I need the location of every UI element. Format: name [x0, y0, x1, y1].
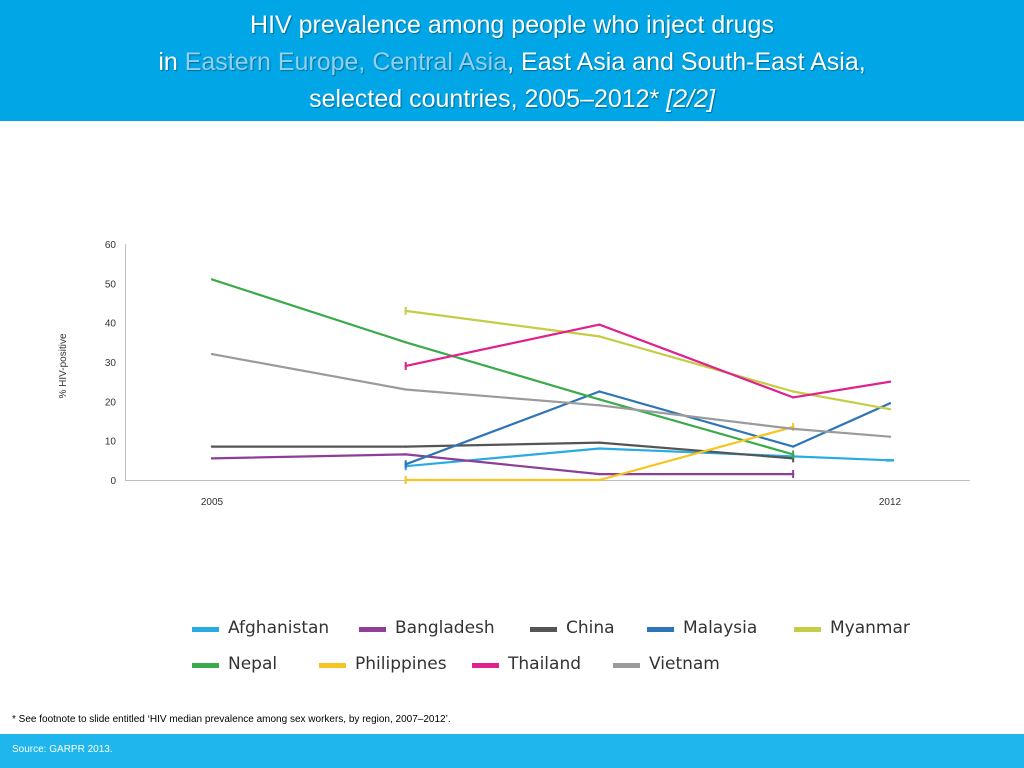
y-axis-label: % HIV-positive: [58, 333, 69, 398]
y-tick-label: 30: [105, 358, 117, 369]
data-point-china: [598, 441, 601, 444]
data-point-vietnam: [791, 427, 795, 431]
legend-label: China: [566, 618, 615, 638]
y-tick-label: 0: [110, 476, 116, 487]
legend-label: Malaysia: [683, 618, 758, 638]
data-point-thailand: [598, 323, 601, 326]
data-point-vietnam: [598, 404, 601, 407]
data-point-myanmar: [598, 335, 601, 338]
data-point-vietnam: [210, 352, 214, 356]
data-point-bangladesh: [598, 472, 601, 476]
data-point-china: [404, 445, 407, 448]
legend-swatch: [530, 627, 557, 632]
legend-label: Vietnam: [649, 654, 720, 674]
line-chart: 0 10 20 30 40 50 60 2005 2012 % HIV-positive: [58, 240, 970, 508]
legend-label: Nepal: [228, 654, 278, 674]
title-line-3-text: selected countries, 2005–2012*: [309, 85, 660, 113]
title-suffix: , East Asia and South-East Asia,: [507, 48, 866, 76]
data-point-bangladesh: [404, 453, 407, 456]
data-point-malaysia: [888, 402, 892, 405]
y-tick-label: 20: [105, 397, 117, 408]
data-point-china: [210, 445, 214, 448]
data-point-malaysia: [791, 445, 795, 448]
legend-label: Afghanistan: [228, 618, 330, 638]
data-point-myanmar: [888, 408, 892, 411]
data-point-nepal: [210, 278, 214, 281]
x-tick-label: 2012: [879, 497, 902, 508]
y-tick-label: 40: [105, 319, 117, 330]
legend-label: Myanmar: [830, 618, 910, 638]
data-point-thailand: [791, 396, 795, 399]
data-point-vietnam: [888, 435, 892, 438]
data-point-nepal: [404, 341, 407, 344]
legend-swatch: [472, 663, 499, 668]
series-line-nepal: [211, 278, 794, 456]
legend-swatch: [613, 663, 640, 668]
legend-swatch: [359, 627, 386, 632]
series-line-afghanistan: [405, 447, 891, 468]
x-tick-label: 2005: [201, 497, 224, 508]
slide-page-tag: [2/2]: [666, 85, 715, 113]
data-point-vietnam: [404, 388, 407, 391]
series-line-china: [212, 441, 794, 460]
series-line-myanmar: [405, 309, 891, 411]
legend-swatch: [319, 663, 346, 668]
data-point-nepal: [598, 398, 601, 401]
data-point-bangladesh: [210, 457, 214, 460]
title-prefix: in: [158, 48, 185, 76]
data-point-thailand: [888, 380, 892, 383]
slide-title-line-3: selected countries, 2005–2012* [2/2]: [0, 81, 1024, 118]
title-bar: HIV prevalence among people who inject d…: [0, 0, 1024, 121]
title-region-highlight: Eastern Europe, Central Asia: [184, 48, 508, 76]
slide-title-line-1: HIV prevalence among people who inject d…: [250, 11, 774, 39]
legend-label: Bangladesh: [395, 618, 495, 638]
series-line-malaysia: [405, 390, 891, 466]
footnote: * See footnote to slide entitled ‘HIV me…: [12, 714, 451, 725]
data-point-myanmar: [791, 390, 795, 393]
source-bar: Source: GARPR 2013.: [0, 734, 1024, 768]
slide-title-line-2: in Eastern Europe, Central Asia, East As…: [0, 44, 1024, 81]
chart-legend: Afghanistan Bangladesh China Malaysia Myanma…: [192, 618, 952, 688]
y-tick-label: 50: [105, 279, 117, 290]
legend-swatch: [794, 627, 821, 632]
series-line-bangladesh: [211, 453, 794, 476]
series-line-thailand: [405, 323, 891, 399]
source-text: Source: GARPR 2013.: [12, 744, 113, 755]
y-tick-label: 60: [105, 240, 117, 251]
legend-swatch: [192, 663, 219, 668]
data-point-afghanistan: [598, 447, 601, 450]
legend-swatch: [192, 627, 219, 632]
legend-swatch: [647, 627, 674, 632]
legend-label: Thailand: [508, 654, 582, 674]
legend-label: Philippines: [355, 654, 447, 674]
data-point-malaysia: [598, 390, 601, 393]
y-tick-label: 10: [105, 437, 117, 448]
data-point-philippines: [598, 478, 601, 482]
